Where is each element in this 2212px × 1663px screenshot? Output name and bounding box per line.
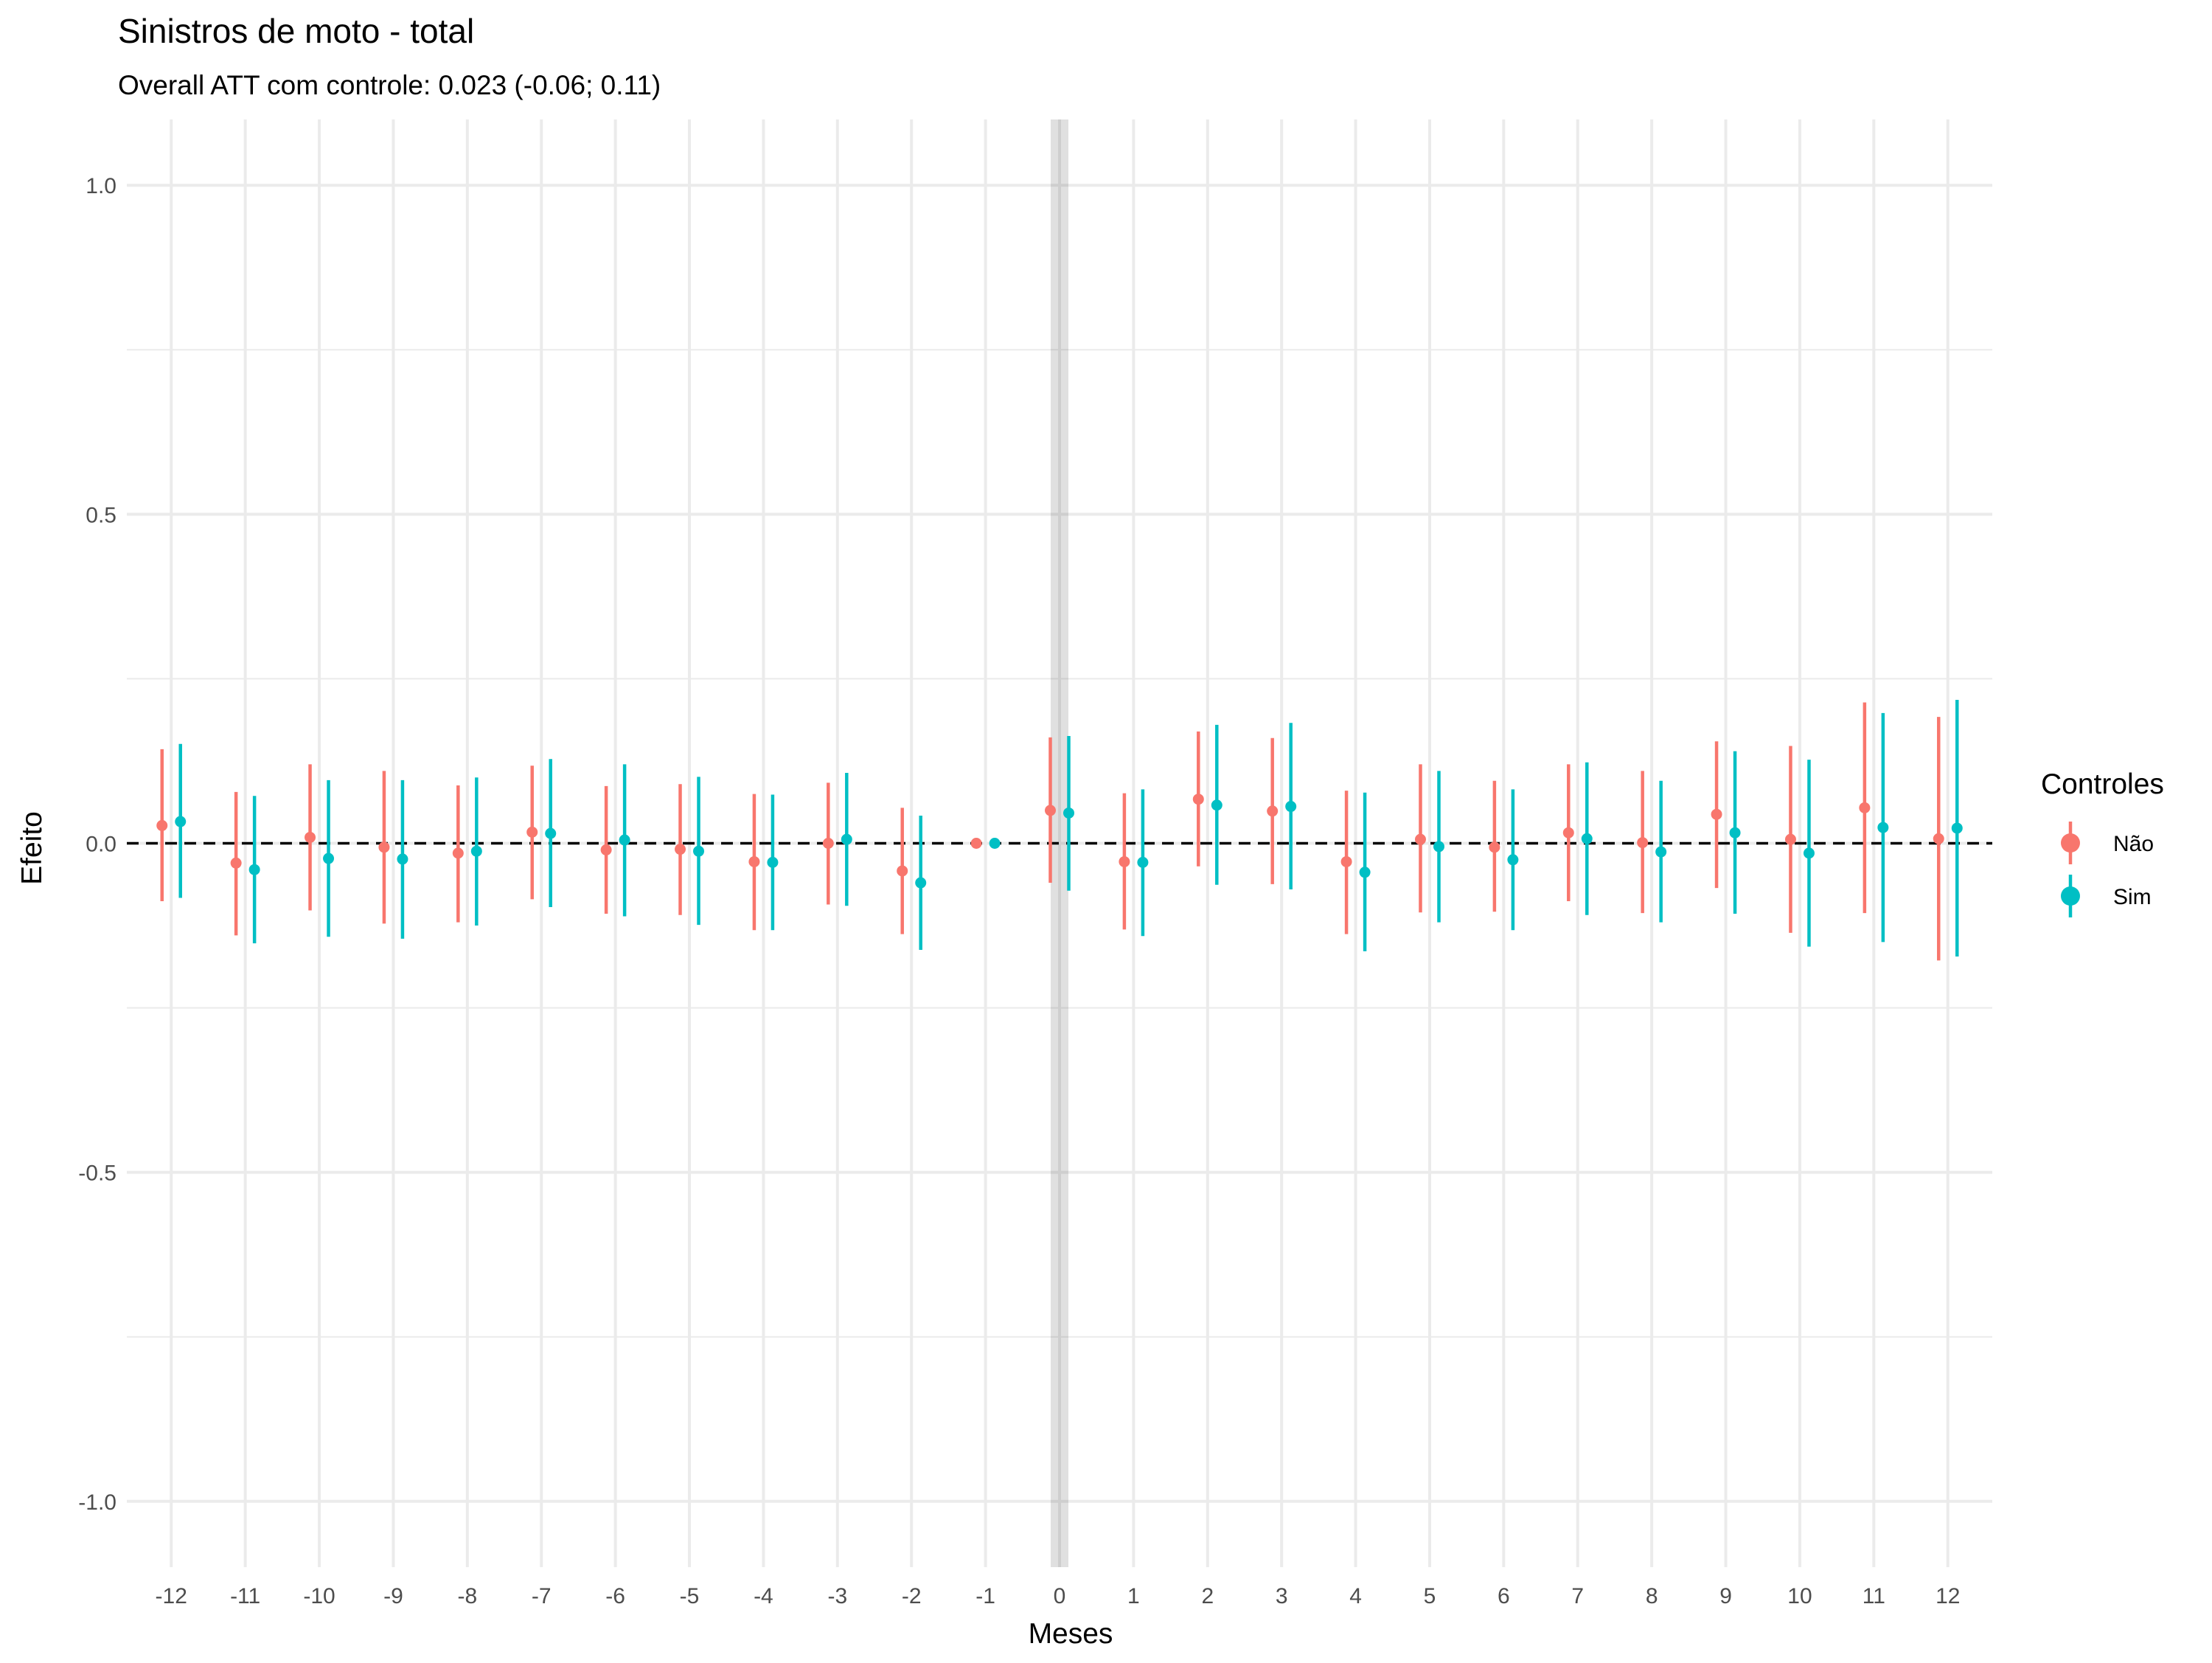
data-point [989,838,1001,849]
x-tick-label: 6 [1498,1584,1510,1608]
data-point [748,855,760,867]
data-point [822,838,834,849]
legend-items: Não Sim [2061,822,2154,917]
data-point [767,856,779,868]
x-tick-label: 2 [1201,1584,1214,1608]
x-tick-label: -1 [975,1584,995,1608]
data-point [1045,805,1056,816]
data-point [1119,855,1130,867]
data-point [1340,855,1352,867]
data-point [1507,854,1519,866]
x-tick-label: -10 [303,1584,335,1608]
legend-entry-label: Não [2113,832,2154,856]
data-point [675,844,686,855]
x-tick-label: 1 [1127,1584,1140,1608]
data-point [1433,841,1444,853]
series-sim [175,699,1963,957]
chart-title: Sinistros de moto - total [118,12,474,50]
data-point [619,834,630,846]
data-point [1211,799,1222,811]
data-point [970,838,982,849]
axis-layer: -1.0-0.50.00.51.0-12 -11 -10 -9 -8 -7 -6 -5 -4 -3… [78,174,1960,1608]
data-point [175,816,187,827]
legend-key-point [2061,833,2080,853]
data-point [1877,822,1889,833]
data-point [1285,801,1297,813]
x-tick-label: 4 [1349,1584,1362,1608]
legend-key-point [2061,886,2080,906]
x-tick-label: 5 [1424,1584,1436,1608]
y-axis-label: Efeito [16,811,48,885]
data-point [1063,807,1074,819]
data-point [248,864,260,875]
data-point [230,857,242,869]
x-tick-label: -5 [680,1584,700,1608]
y-tick-label: -1.0 [78,1490,116,1515]
data-point [526,826,538,838]
data-point [1192,794,1204,805]
chart-subtitle: Overall ATT com controle: 0.023 (-0.06; … [118,70,661,100]
data-point [1267,805,1279,817]
legend-title: Controles [2041,768,2164,800]
legend-entry-label: Sim [2113,885,2152,909]
data-point [397,853,408,865]
x-tick-label: -6 [605,1584,625,1608]
x-tick-label: -8 [457,1584,477,1608]
x-tick-label: 12 [1935,1584,1960,1608]
data-point [841,833,852,845]
legend: Controles Não Sim [2041,768,2164,917]
data-point [693,845,705,857]
x-tick-label: -4 [754,1584,773,1608]
data-point [1137,856,1149,868]
data-point [1803,847,1815,859]
data-point [1637,837,1649,849]
x-tick-label: 3 [1276,1584,1288,1608]
x-tick-label: 7 [1571,1584,1584,1608]
data-point [545,827,557,839]
data-point [897,865,908,877]
data-point [1359,867,1371,878]
data-point [1414,833,1426,845]
series-não [156,702,1944,961]
data-point [452,847,464,859]
data-point [1562,827,1574,839]
data-point [1729,827,1741,839]
data-point [323,853,335,864]
x-axis-label: Meses [1029,1618,1113,1650]
y-tick-label: 0.5 [86,503,116,527]
data-point [470,845,482,857]
data-point [600,844,612,855]
x-tick-label: 8 [1646,1584,1658,1608]
data-point [915,877,927,889]
x-tick-label: -7 [532,1584,552,1608]
x-tick-label: -2 [902,1584,922,1608]
data-point [1951,822,1963,834]
data-point [1489,841,1500,853]
data-point [1933,833,1944,844]
x-tick-label: -3 [827,1584,847,1608]
data-point [1784,833,1796,845]
x-tick-label: 9 [1719,1584,1732,1608]
x-tick-label: -9 [383,1584,403,1608]
x-tick-label: -11 [230,1584,260,1608]
data-point [156,819,168,831]
data-point [1711,808,1722,820]
y-tick-label: -0.5 [78,1162,116,1186]
data-point [1859,802,1871,813]
data-point [1655,846,1667,858]
data-point [305,831,316,843]
y-tick-label: 0.0 [86,833,116,857]
y-tick-label: 1.0 [86,174,116,198]
x-tick-label: 11 [1863,1584,1885,1608]
x-tick-label: 0 [1054,1584,1066,1608]
data-point [1581,833,1593,844]
x-tick-label: 10 [1787,1584,1812,1608]
x-tick-label: -12 [156,1584,187,1608]
data-point [378,841,390,853]
marks-layer [156,699,1963,961]
